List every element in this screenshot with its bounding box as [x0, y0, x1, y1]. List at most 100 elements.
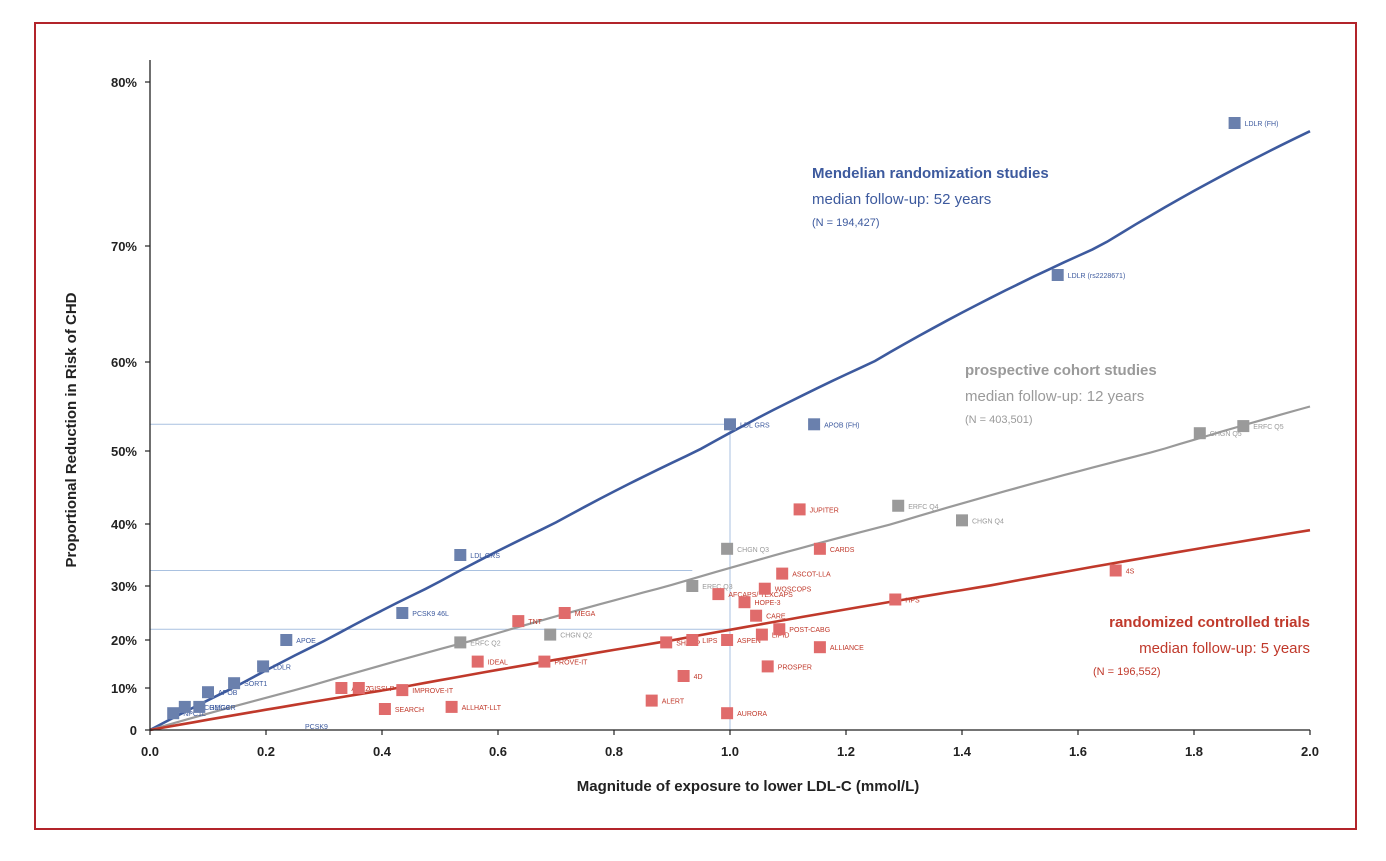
rct-point-marker: [776, 567, 789, 580]
series-annotations: Mendelian randomization studies median fo…: [812, 165, 1310, 678]
rct-follow-up: median follow-up: 5 years: [1139, 640, 1310, 657]
rct-point-marker: [512, 615, 525, 628]
mendelian-point-label: APOB: [218, 690, 238, 697]
y-tick-label: 70%: [111, 239, 137, 254]
rct-point-label: TNT: [528, 619, 542, 626]
y-tick-label: 20%: [111, 633, 137, 648]
mendelian-point-label: PCSK9 46L: [412, 611, 449, 618]
x-tick-label: 0.2: [257, 744, 275, 759]
rct-sample-size: (N = 196,552): [1093, 666, 1161, 678]
rct-point-label: WOSCOPS: [775, 587, 812, 594]
x-axis-title: Magnitude of exposure to lower LDL-C (mm…: [577, 778, 920, 795]
rct-point-label: AFCAPS/ TEXCAPS: [728, 592, 793, 599]
rct-point-label: PROVE-IT: [554, 660, 588, 667]
mendelian-series-name: Mendelian randomization studies: [812, 165, 1049, 182]
x-tick-label: 0.0: [141, 744, 159, 759]
rct-point-label: LIPS: [702, 638, 718, 645]
y-tick-label: 50%: [111, 444, 137, 459]
rct-point-marker: [761, 660, 774, 673]
mendelian-point-marker: [193, 700, 206, 713]
mendelian-sample-size: (N = 194,427): [812, 217, 880, 229]
reference-lines: [150, 423, 731, 730]
x-tick-label: 0.4: [373, 744, 392, 759]
mendelian-point-marker: [280, 634, 293, 646]
rct-point-label: HOPE-3: [755, 600, 781, 607]
rct-point-label: IMPROVE-IT: [412, 688, 454, 695]
y-axis-title: Proportional Reduction in Risk of CHD: [63, 292, 80, 567]
rct-point-label: JUPITER: [810, 507, 839, 514]
mendelian-point-marker: [1051, 269, 1064, 281]
x-tick-label: 1.0: [721, 744, 739, 759]
rct-point-marker: [813, 641, 826, 654]
rct-point-label: MEGA: [575, 611, 596, 618]
mendelian-point-label: LDLR (rs2228671): [1068, 273, 1126, 280]
rct-point-label: CARDS: [830, 547, 855, 554]
cohort-series-name: prospective cohort studies: [965, 362, 1157, 379]
rct-point-marker: [558, 607, 571, 619]
rct-point-marker: [889, 593, 902, 606]
rct-fit-line: [149, 528, 1311, 732]
cohort-point-label: CHGN Q2: [560, 633, 592, 640]
rct-point-marker: [335, 682, 348, 694]
mendelian-point-label: NPC1L: [183, 711, 206, 718]
cohort-point-marker: [956, 514, 968, 527]
cohort-sample-size: (N = 403,501): [965, 414, 1033, 426]
rct-point-marker: [645, 694, 658, 707]
mendelian-point-marker: [1228, 117, 1241, 129]
mendelian-point-label: ABCG5/G8: [195, 705, 230, 712]
rct-point-label: POST-CABG: [789, 627, 830, 634]
rct-point-label: ASPEN: [737, 638, 761, 645]
rct-point-label: IDEAL: [488, 660, 508, 667]
rct-point-marker: [1109, 564, 1122, 577]
cohort-point-marker: [686, 580, 699, 592]
mendelian-point-label: APOE: [296, 638, 316, 645]
mendelian-point-marker: [808, 418, 821, 431]
rct-point-label: ASCOT-LLA: [792, 572, 831, 579]
mendelian-point-marker: [454, 549, 467, 561]
rct-point-marker: [677, 670, 690, 682]
x-ticks: 0.0 0.2 0.4 0.6 0.8 1.0 1.2 1.4 1.6 1.8 2.0: [141, 730, 1319, 759]
cohort-point-marker: [892, 499, 905, 512]
mendelian-point-label: SORT1: [244, 681, 267, 688]
cohort-fit-line: [149, 405, 1311, 732]
y-ticks: 0 10% 20% 30% 40% 50% 60% 70% 80%: [111, 75, 150, 738]
y-tick-label: 10%: [111, 681, 137, 696]
rct-point-marker: [721, 634, 734, 646]
rct-point-marker: [686, 634, 699, 646]
rct-point-marker: [712, 588, 725, 601]
rct-point-label: LIPID: [772, 633, 790, 640]
mendelian-follow-up: median follow-up: 52 years: [812, 191, 991, 208]
cohort-point-marker: [721, 542, 734, 555]
rct-point-label: AURORA: [737, 711, 767, 718]
cohort-point-marker: [1237, 420, 1250, 433]
mendelian-point-label: PCSK9: [305, 724, 328, 731]
cohort-point-label: CHGN Q4: [972, 518, 1004, 525]
mendelian-point-label: APOB (FH): [824, 422, 859, 429]
cohort-point-marker: [1193, 427, 1206, 440]
mendelian-point-label: HMGCR: [209, 705, 235, 712]
mendelian-point-label: LDLR: [273, 664, 291, 671]
rct-point-marker: [538, 655, 551, 668]
x-tick-label: 1.2: [837, 744, 855, 759]
mendelian-point-marker: [167, 707, 180, 720]
rct-point-label: 4D: [694, 674, 703, 681]
regression-lines: [149, 130, 1311, 732]
x-tick-label: 1.4: [953, 744, 972, 759]
cohort-point-marker: [544, 628, 557, 641]
cohort-point-marker: [454, 636, 467, 649]
rct-point-marker: [352, 682, 365, 694]
rct-point-label: HPS: [905, 598, 920, 605]
rct-point-label: SEARCH: [395, 707, 424, 714]
cohort-point-label: ERFC Q3: [702, 584, 732, 591]
mendelian-fit-line: [149, 130, 1311, 732]
rct-point-marker: [755, 628, 768, 641]
cohort-point-label: CHGN Q3: [737, 547, 769, 554]
rct-point-label: GISSI-P: [369, 686, 395, 693]
rct-point-marker: [721, 707, 734, 720]
chart-frame: [34, 22, 1357, 830]
rct-point-label: PROSPER: [778, 664, 812, 671]
mendelian-point-label: LDL GRS: [470, 553, 500, 560]
rct-point-marker: [738, 596, 751, 609]
